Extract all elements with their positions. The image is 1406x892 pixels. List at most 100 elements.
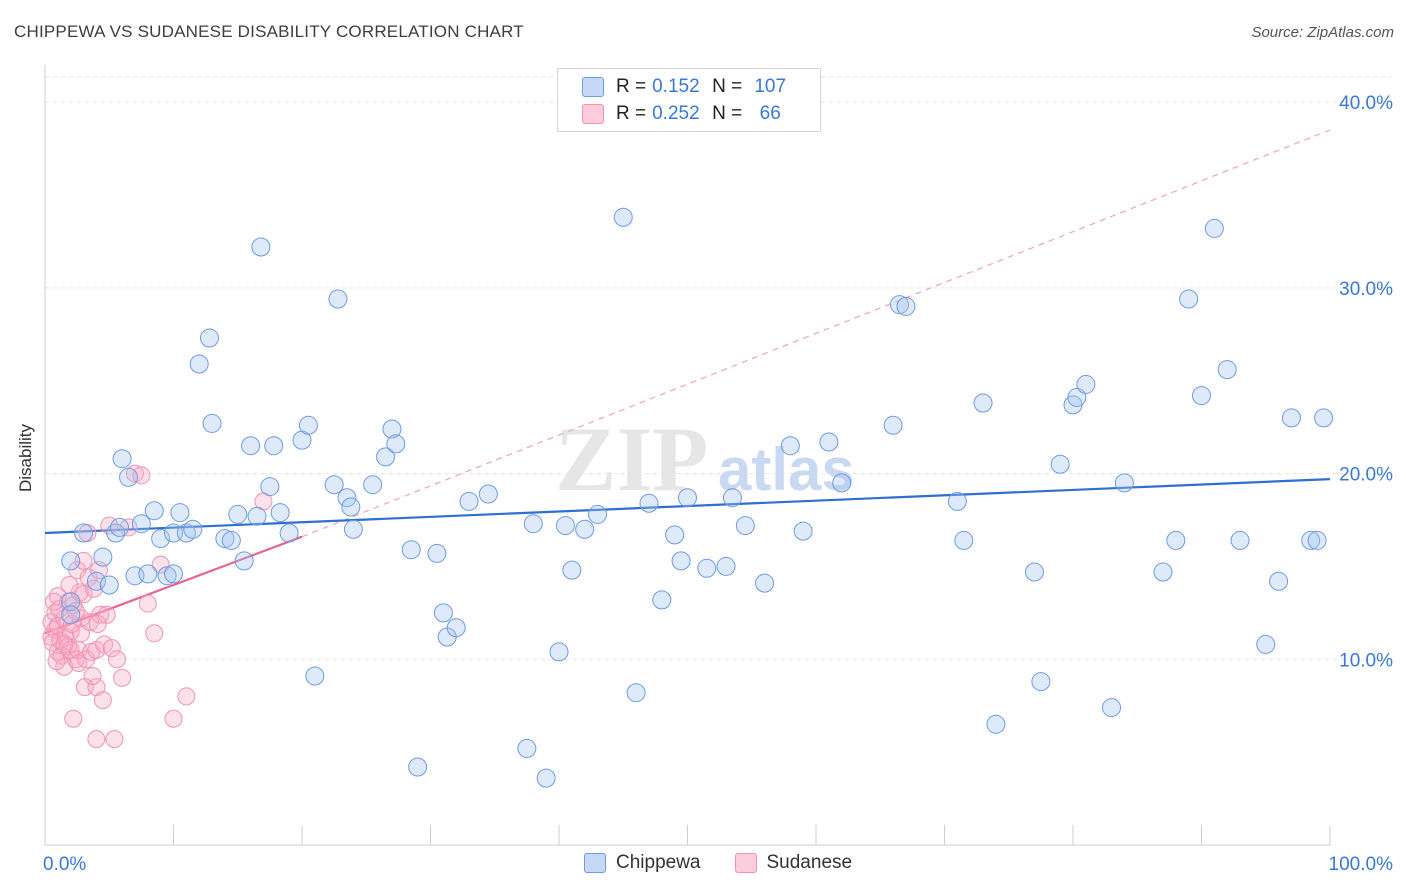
sudanese-point — [52, 646, 71, 665]
chippewa-point — [401, 540, 421, 560]
sudanese-point — [55, 635, 74, 654]
chippewa-point — [93, 547, 113, 567]
legend-item-sudanese: Sudanese — [734, 852, 852, 874]
chippewa-point — [986, 714, 1006, 734]
chippewa-point — [260, 477, 280, 497]
chippewa-point — [264, 436, 284, 456]
chippewa-point — [954, 530, 974, 550]
chippewa-point — [947, 491, 967, 511]
chippewa-point — [151, 529, 171, 549]
chippewa-point — [202, 413, 222, 433]
chippewa-point — [890, 295, 910, 315]
chippewa-trendline — [44, 478, 1331, 535]
chippewa-point — [106, 523, 126, 543]
chippewa-point — [1281, 408, 1301, 428]
chippewa-point — [575, 519, 595, 539]
chippewa-point — [735, 516, 755, 536]
r-value: 0.152 — [652, 76, 700, 97]
sudanese-point — [87, 678, 106, 697]
chippewa-swatch — [582, 77, 604, 97]
sudanese-point — [113, 668, 132, 687]
y-tick-label: 10.0% — [1339, 650, 1393, 671]
sudanese-point — [88, 615, 107, 633]
chippewa-point — [99, 575, 119, 595]
chippewa-point — [716, 556, 736, 576]
chippewa-point — [119, 467, 139, 487]
chippewa-point — [517, 738, 537, 758]
chippewa-point — [215, 529, 235, 549]
chippewa-point — [1067, 387, 1087, 407]
chippewa-point — [337, 488, 357, 508]
legend-row-chippewa: R = 0.152 N = 107 — [582, 75, 792, 99]
chippewa-point — [228, 504, 248, 524]
chippewa-point — [1076, 374, 1096, 394]
x-tick-label: 0.0% — [43, 854, 86, 875]
chippewa-point — [110, 517, 130, 537]
chippewa-points — [61, 207, 1334, 788]
sudanese-point — [64, 709, 83, 728]
chippewa-point — [780, 436, 800, 456]
chippewa-point — [221, 530, 241, 550]
chippewa-point — [973, 393, 993, 413]
sudanese-swatch — [582, 104, 604, 124]
chart-title: CHIPPEWA VS SUDANESE DISABILITY CORRELAT… — [14, 22, 524, 41]
chippewa-point — [305, 666, 325, 686]
chippewa-point — [1114, 473, 1134, 493]
r-label: R = — [616, 76, 647, 97]
sudanese-point — [105, 730, 124, 749]
chippewa-point — [164, 564, 183, 584]
chippewa-point — [183, 519, 203, 539]
chippewa-point — [1230, 530, 1250, 550]
y-tick-label: 30.0% — [1339, 279, 1393, 300]
sudanese-point — [60, 576, 79, 594]
chippewa-point — [61, 605, 81, 625]
chippewa-point — [144, 501, 164, 521]
sudanese-point — [84, 579, 103, 598]
chippewa-point — [382, 419, 402, 439]
chippewa-point — [755, 573, 775, 593]
chippewa-point — [112, 449, 132, 469]
chippewa-point — [639, 493, 659, 513]
chippewa-point — [86, 571, 106, 591]
chippewa-point — [176, 523, 196, 543]
tick-labels: 10.0% 20.0% 30.0% 40.0% 0.0% 100.0% — [43, 93, 1393, 875]
chippewa-point — [588, 504, 608, 524]
chippewa-point — [386, 434, 406, 454]
sudanese-point — [177, 687, 196, 706]
n-label: N = — [712, 103, 743, 124]
chippewa-point — [341, 497, 361, 517]
sudanese-point — [74, 551, 93, 570]
chippewa-point — [241, 436, 261, 456]
chippewa-point — [697, 558, 717, 578]
chippewa-point — [896, 296, 916, 316]
trendlines — [44, 129, 1331, 635]
axes — [44, 65, 1331, 846]
sudanese-point — [80, 613, 99, 632]
r-label: R = — [616, 103, 647, 124]
chippewa-point — [61, 592, 81, 612]
chippewa-point — [523, 514, 543, 534]
chippewa-point — [613, 207, 633, 227]
chippewa-point — [247, 506, 267, 526]
chippewa-point — [199, 328, 219, 348]
chippewa-point — [1217, 360, 1237, 380]
n-value: 107 — [754, 76, 787, 97]
legend-label-chippewa: Chippewa — [616, 852, 701, 873]
chippewa-point — [883, 415, 903, 435]
chippewa-point — [170, 503, 190, 523]
chippewa-point — [131, 514, 151, 534]
sudanese-point — [93, 691, 112, 710]
legend-item-chippewa: Chippewa — [584, 852, 701, 874]
chippewa-point — [1153, 562, 1173, 582]
y-tick-label: 40.0% — [1339, 93, 1393, 114]
watermark-atlas: atlas — [718, 436, 855, 503]
chippewa-point — [832, 473, 852, 493]
chippewa-point — [1166, 530, 1186, 550]
chippewa-point — [652, 590, 672, 610]
chippewa-point — [408, 757, 428, 777]
chippewa-point — [478, 484, 498, 504]
sudanese-point — [151, 555, 170, 574]
chippewa-point — [1179, 289, 1199, 309]
chippewa-point — [1301, 530, 1321, 550]
